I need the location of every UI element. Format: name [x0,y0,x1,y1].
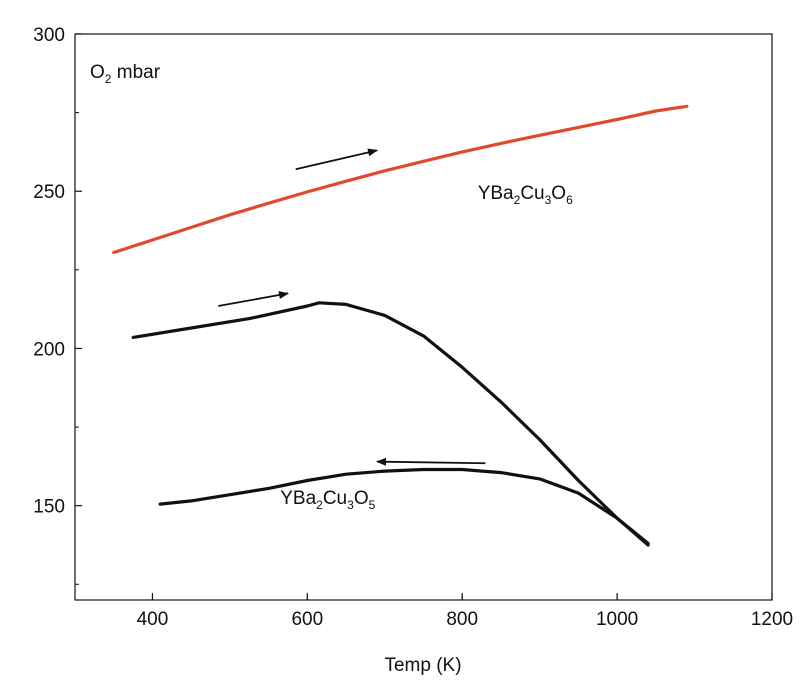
series-line-2 [158,467,650,547]
x-tick-label: 1200 [751,609,793,630]
y-tick-label: 250 [33,182,65,203]
direction-arrow [376,457,486,466]
x-tick-label: 400 [137,609,169,630]
axis-ticks: 400 600 800 1000 1200 150 200 250 300 [33,25,793,630]
direction-arrow [295,148,379,171]
x-tick-label: 600 [291,609,323,630]
series-line-1 [131,301,650,545]
panel-label: O2 mbar [90,62,161,86]
x-tick-label: 1000 [596,609,638,630]
x-tick-label: 800 [446,609,478,630]
y-tick-label: 300 [33,25,65,46]
series-layer [112,104,689,547]
compound-label: YBa2Cu3O6 [478,183,573,207]
compound-label: YBa2Cu3O5 [280,488,375,512]
series-line-0 [112,104,689,255]
annotation-layer: YBa2Cu3O6 YBa2Cu3O5 [280,183,573,512]
plot-frame [74,33,773,601]
direction-arrow [218,291,289,307]
y-tick-label: 150 [33,497,65,518]
arrow-layer [218,148,486,466]
y-tick-label: 200 [33,339,65,360]
x-axis-title: Temp (K) [384,655,461,676]
